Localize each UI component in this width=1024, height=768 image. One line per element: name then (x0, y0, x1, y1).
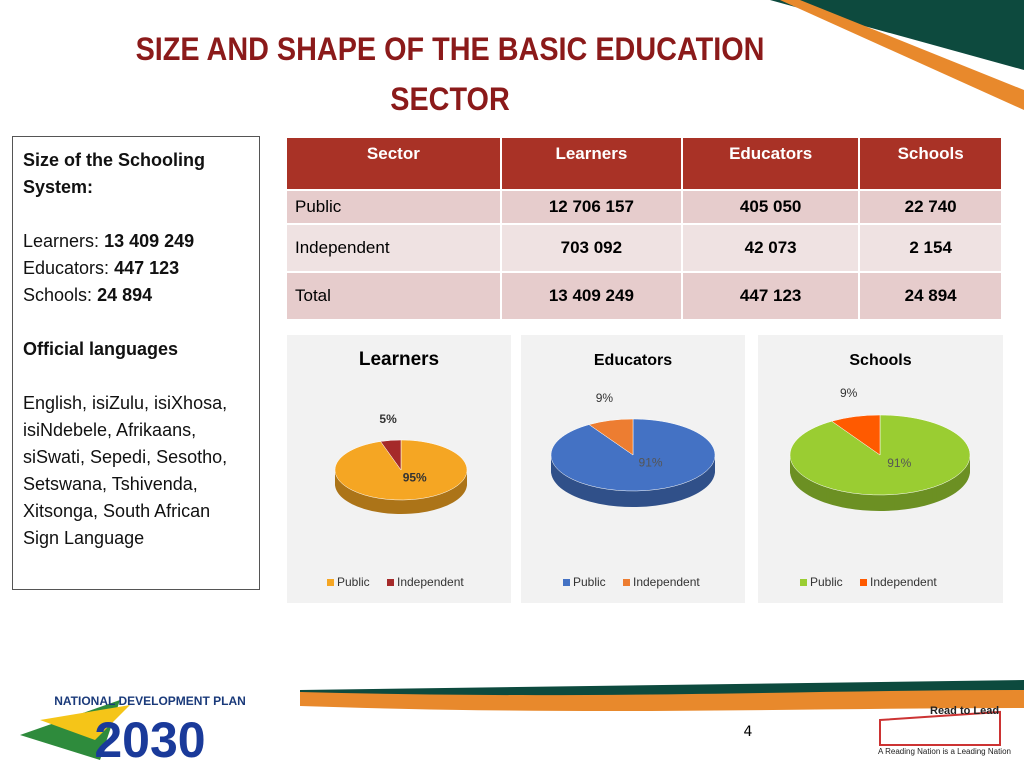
pie-slice (588, 418, 634, 456)
stat-label: Schools: (23, 285, 93, 305)
header-cell: Educators (683, 138, 861, 189)
chart-title: Learners (359, 349, 439, 370)
data-label: 9% (596, 391, 614, 405)
legend-label: Public (337, 575, 370, 589)
cell: 2 154 (860, 225, 1003, 271)
stat: Educators: 447 123 (23, 255, 249, 282)
cell: 24 894 (860, 273, 1003, 319)
data-label: 95% (403, 470, 427, 484)
stat-value: 447 123 (114, 258, 180, 278)
legend-swatch (623, 579, 630, 586)
cell: 42 073 (683, 225, 861, 271)
cell: 22 740 (860, 191, 1003, 223)
legend-swatch (563, 579, 570, 586)
legend-swatch (860, 579, 867, 586)
cell: 405 050 (683, 191, 861, 223)
chart-panel: Educators 91% 9% Public Independent (521, 335, 745, 603)
stat-value: 24 894 (97, 285, 153, 305)
header-row: Sector Learners Educators Schools (287, 138, 1003, 189)
chart-panel: Learners 95% 5% Public Independent (287, 335, 511, 603)
legend-swatch (387, 579, 394, 586)
sidebar-heading: Size of the Schooling System: (23, 150, 206, 197)
legend-label: Independent (397, 575, 464, 589)
stat-label: Educators: (23, 258, 110, 278)
data-label: 5% (379, 412, 397, 426)
data-label: 91% (887, 456, 911, 470)
legend-label: Public (573, 575, 606, 589)
pie-slice (380, 439, 402, 471)
cell: 13 409 249 (501, 273, 683, 319)
cell: Total (287, 273, 502, 319)
pie-slice (831, 414, 881, 456)
chart-panel: Schools 91% 9% Public Independent (758, 335, 1003, 603)
pie-slice (550, 418, 716, 492)
brand: Read to Lead (930, 705, 1000, 717)
title: SIZE AND SHAPE OF THE BASIC EDUCATION SE… (135, 31, 765, 117)
legend-label: Independent (633, 575, 700, 589)
legend-label: Independent (870, 575, 937, 589)
cell: 12 706 157 (501, 191, 683, 223)
chart-title: Schools (849, 352, 911, 369)
chart: Educators 91% 9% Public Independent (550, 352, 716, 589)
stat-label: Learners: (23, 231, 100, 251)
stat: Learners: 13 409 249 (23, 228, 249, 255)
header-cell: Learners (501, 138, 683, 189)
sidebar: Size of the Schooling System: Learners: … (12, 136, 260, 590)
languages: English, isiZulu, isiXhosa, isiNdebele, … (23, 393, 228, 548)
stat-value: 13 409 249 (104, 231, 195, 251)
cell: 703 092 (501, 225, 683, 271)
legend-swatch (327, 579, 334, 586)
chart: Learners 95% 5% Public Independent (327, 349, 468, 589)
row: Independent 703 092 42 073 2 154 (287, 225, 1003, 271)
table: Sector Learners Educators Schools Public 12 7… (287, 136, 1003, 321)
data-label: 9% (840, 386, 858, 400)
page-number: 4 (743, 724, 753, 740)
cell: 447 123 (683, 273, 861, 319)
cell: Public (287, 191, 502, 223)
legend-swatch (800, 579, 807, 586)
logo-text: NATIONAL DEVELOPMENT PLAN (54, 694, 246, 708)
cell: Independent (287, 225, 502, 271)
row: Total 13 409 249 447 123 24 894 (287, 273, 1003, 319)
languages-heading: Official languages (23, 339, 179, 359)
chart: Schools 91% 9% Public Independent (789, 352, 971, 589)
logo-year: 2030 (94, 712, 206, 768)
header-cell: Sector (287, 138, 502, 189)
chart-title: Educators (594, 352, 672, 369)
legend-label: Public (810, 575, 843, 589)
header-cell: Schools (860, 138, 1003, 189)
tagline: A Reading Nation is a Leading Nation (878, 747, 1011, 756)
row: Public 12 706 157 405 050 22 740 (287, 191, 1003, 223)
stat: Schools: 24 894 (23, 282, 249, 309)
data-label: 91% (639, 456, 663, 470)
